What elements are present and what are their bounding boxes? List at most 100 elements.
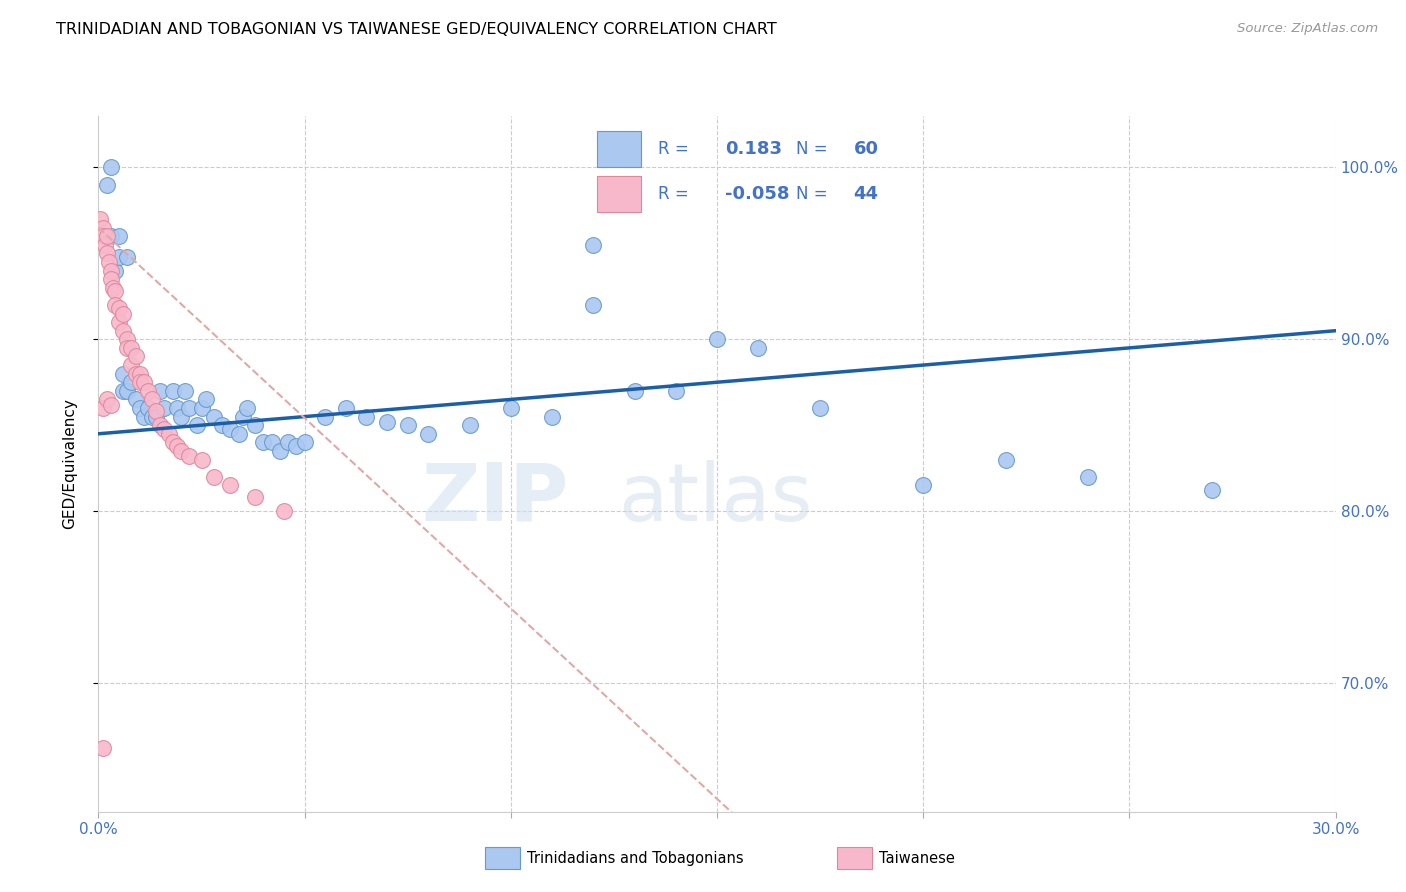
Point	[112, 384, 135, 398]
Point	[153, 422, 176, 436]
Point	[243, 418, 266, 433]
Point	[418, 426, 440, 441]
Point	[179, 401, 201, 415]
Point	[104, 263, 127, 277]
Point	[219, 422, 242, 436]
Point	[190, 401, 212, 415]
Text: R =: R =	[658, 186, 689, 203]
Point	[120, 358, 142, 372]
Point	[112, 306, 135, 320]
Point	[243, 491, 266, 505]
Text: Source: ZipAtlas.com: Source: ZipAtlas.com	[1237, 22, 1378, 36]
Point	[124, 350, 146, 364]
Point	[117, 250, 139, 264]
Point	[202, 409, 225, 424]
Point	[96, 392, 118, 407]
Point	[120, 376, 142, 390]
Point	[120, 341, 142, 355]
Point	[93, 237, 115, 252]
Text: R =: R =	[658, 140, 689, 158]
Point	[112, 324, 135, 338]
Point	[356, 409, 378, 424]
Point	[186, 418, 208, 433]
Point	[136, 384, 159, 398]
Point	[96, 178, 118, 192]
Text: Taiwanese: Taiwanese	[879, 851, 955, 865]
Point	[117, 384, 139, 398]
Point	[108, 250, 131, 264]
Text: 0.183: 0.183	[725, 140, 782, 158]
Point	[269, 444, 291, 458]
Point	[108, 315, 131, 329]
Point	[153, 401, 176, 415]
FancyBboxPatch shape	[598, 131, 641, 167]
Point	[294, 435, 316, 450]
Point	[335, 401, 357, 415]
Point	[124, 367, 146, 381]
Point	[170, 444, 193, 458]
Point	[149, 384, 172, 398]
Point	[128, 376, 150, 390]
Text: atlas: atlas	[619, 459, 813, 538]
Point	[112, 367, 135, 381]
Point	[252, 435, 274, 450]
Text: ZIP: ZIP	[422, 459, 568, 538]
Point	[232, 409, 254, 424]
Point	[499, 401, 522, 415]
Point	[136, 401, 159, 415]
Point	[128, 401, 150, 415]
Text: N =: N =	[796, 186, 828, 203]
Point	[100, 272, 122, 286]
Text: -0.058: -0.058	[725, 186, 790, 203]
Point	[96, 229, 118, 244]
Point	[128, 367, 150, 381]
Point	[166, 439, 188, 453]
Point	[162, 384, 184, 398]
Point	[1077, 469, 1099, 483]
Point	[117, 341, 139, 355]
Point	[100, 229, 122, 244]
Point	[314, 409, 336, 424]
Point	[665, 384, 688, 398]
Point	[91, 741, 114, 756]
Point	[211, 418, 233, 433]
Text: TRINIDADIAN AND TOBAGONIAN VS TAIWANESE GED/EQUIVALENCY CORRELATION CHART: TRINIDADIAN AND TOBAGONIAN VS TAIWANESE …	[56, 22, 778, 37]
Point	[747, 341, 769, 355]
Point	[236, 401, 259, 415]
Point	[194, 392, 217, 407]
Text: Trinidadians and Tobagonians: Trinidadians and Tobagonians	[527, 851, 744, 865]
Point	[101, 281, 124, 295]
Point	[162, 435, 184, 450]
Point	[132, 376, 155, 390]
Point	[97, 255, 120, 269]
Text: 60: 60	[853, 140, 879, 158]
Point	[273, 504, 295, 518]
Point	[141, 392, 163, 407]
Point	[396, 418, 419, 433]
Point	[104, 284, 127, 298]
Point	[706, 332, 728, 346]
Point	[375, 415, 398, 429]
Point	[132, 409, 155, 424]
Point	[994, 452, 1017, 467]
Point	[260, 435, 283, 450]
Point	[157, 426, 180, 441]
Point	[170, 409, 193, 424]
Point	[179, 449, 201, 463]
Point	[104, 298, 127, 312]
Point	[285, 439, 308, 453]
Point	[96, 246, 118, 260]
Point	[145, 409, 167, 424]
Point	[124, 392, 146, 407]
Point	[149, 418, 172, 433]
Point	[808, 401, 831, 415]
Point	[108, 229, 131, 244]
Point	[458, 418, 481, 433]
Point	[174, 384, 197, 398]
Point	[582, 298, 605, 312]
Text: 44: 44	[853, 186, 879, 203]
Point	[91, 229, 114, 244]
Point	[91, 220, 114, 235]
Text: N =: N =	[796, 140, 828, 158]
Point	[89, 212, 111, 227]
